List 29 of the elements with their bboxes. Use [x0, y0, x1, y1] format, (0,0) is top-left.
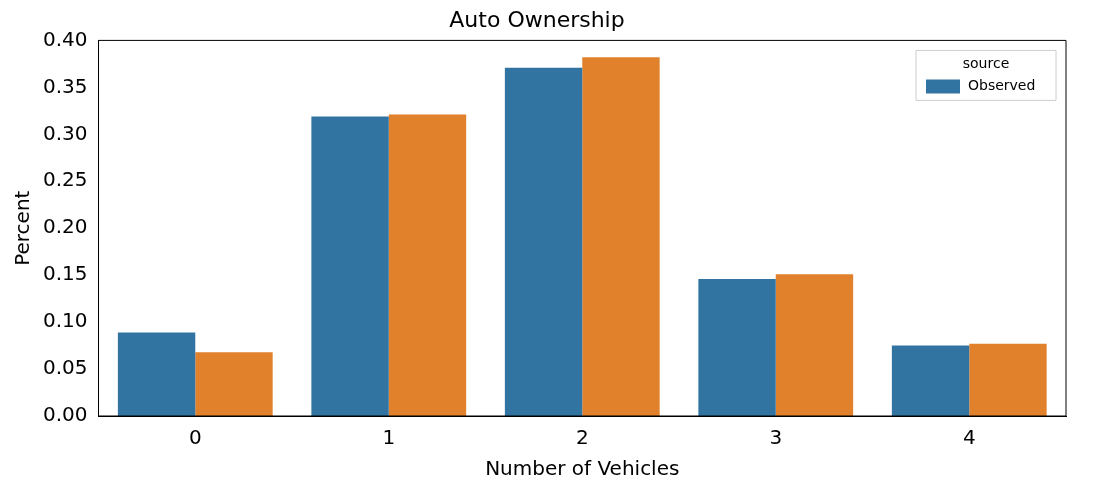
bar: [195, 352, 273, 416]
x-tick-label: 1: [382, 425, 396, 450]
bar: [698, 278, 776, 416]
x-tick-label: 4: [962, 425, 976, 450]
y-tick-label: 0.25: [43, 167, 88, 192]
chart-title: Auto Ownership: [449, 6, 625, 32]
y-tick-label: 0.30: [43, 120, 88, 145]
y-tick-label: 0.00: [43, 402, 88, 427]
bar: [388, 114, 467, 416]
y-tick-label: 0.15: [43, 261, 88, 286]
x-axis-title: Number of Vehicles: [485, 456, 680, 481]
y-tick-label: 0.20: [43, 214, 88, 239]
y-tick-label: 0.40: [43, 26, 88, 51]
y-tick-label: 0.05: [43, 355, 88, 380]
bar: [582, 57, 660, 416]
x-tick-label: 3: [769, 425, 783, 450]
legend-label: Observed: [968, 77, 1036, 94]
x-tick-label: 0: [188, 425, 202, 450]
bar: [969, 343, 1047, 416]
y-tick-label: 0.35: [43, 73, 88, 98]
bar: [311, 116, 389, 416]
bar: [117, 332, 196, 416]
legend-title: source: [962, 55, 1010, 72]
x-tick-label: 2: [575, 425, 589, 450]
y-axis-title: Percent: [10, 190, 35, 266]
bar: [775, 274, 854, 416]
bar: [891, 345, 970, 416]
bar: [504, 67, 583, 416]
y-tick-label: 0.10: [43, 308, 88, 333]
